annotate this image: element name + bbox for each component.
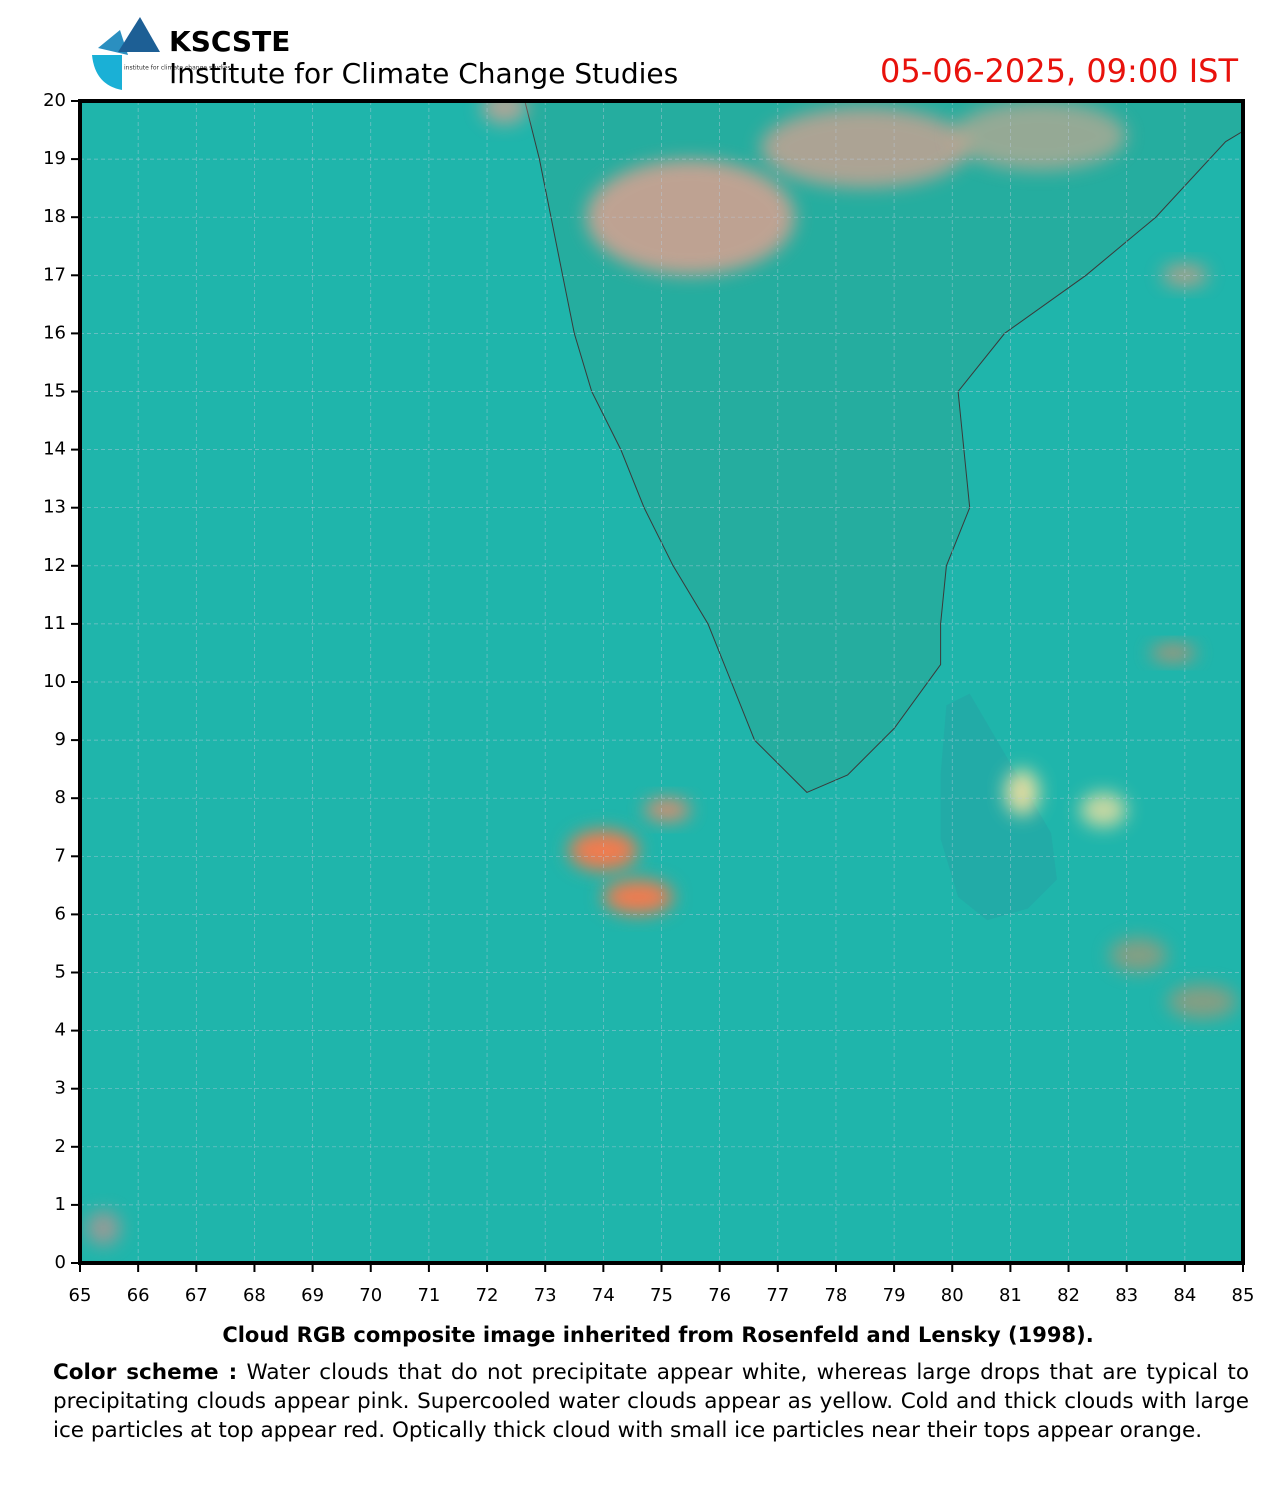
y-tick-label: 9: [55, 729, 66, 750]
caption: Cloud RGB composite image inherited from…: [222, 1323, 1094, 1347]
x-tick-label: 70: [359, 1285, 382, 1306]
x-tick-label: 85: [1232, 1285, 1255, 1306]
cloud: [1004, 769, 1040, 816]
org-name: KSCSTE: [169, 25, 290, 58]
cloud: [481, 101, 528, 125]
y-tick-label: 1: [55, 1194, 66, 1215]
y-tick-label: 5: [55, 962, 66, 983]
institute-name: Institute for Climate Change Studies: [169, 57, 678, 90]
x-tick-label: 74: [592, 1285, 615, 1306]
cloud: [760, 106, 970, 189]
x-tick-label: 77: [766, 1285, 789, 1306]
x-tick-label: 68: [243, 1285, 266, 1306]
y-tick-label: 3: [55, 1078, 66, 1099]
cloud: [1109, 937, 1168, 973]
x-tick-label: 79: [883, 1285, 906, 1306]
y-tick-label: 10: [43, 671, 66, 692]
x-tick-label: 82: [1057, 1285, 1080, 1306]
x-tick-label: 75: [650, 1285, 673, 1306]
x-tick-label: 72: [476, 1285, 499, 1306]
axes: 65 66 67 68 69 70 71 72 73 74 75 76 77 78 79 80 81 82 83 84…: [43, 90, 1254, 1306]
y-tick-label: 17: [43, 264, 66, 285]
map-area: [80, 101, 1243, 1263]
cloud: [1161, 263, 1209, 287]
cloud: [1150, 644, 1197, 662]
y-tick-label: 8: [55, 787, 66, 808]
y-tick-label: 20: [43, 90, 66, 111]
x-tick-label: 84: [1173, 1285, 1196, 1306]
y-tick-label: 18: [43, 206, 66, 227]
plot-frame: [78, 99, 1245, 1265]
x-tick-label: 76: [708, 1285, 731, 1306]
y-tick-label: 13: [43, 497, 66, 518]
y-tick-label: 16: [43, 322, 66, 343]
cloud: [1080, 792, 1127, 828]
color-scheme-label: Color scheme :: [53, 1360, 238, 1385]
color-scheme-text: Water clouds that do not precipitate app…: [53, 1360, 1249, 1443]
x-tick-label: 69: [301, 1285, 324, 1306]
x-tick-label: 80: [941, 1285, 964, 1306]
cloud: [644, 798, 691, 822]
logo: institute for climate change studies: [92, 17, 231, 90]
y-tick-label: 11: [43, 613, 66, 634]
y-tick-label: 4: [55, 1020, 66, 1041]
x-tick-label: 71: [417, 1285, 440, 1306]
cloud: [952, 101, 1127, 171]
y-tick-label: 19: [43, 148, 66, 169]
datetime: 05-06-2025, 09:00 IST: [880, 52, 1238, 90]
y-tick-label: 0: [55, 1252, 66, 1273]
x-tick-label: 83: [1115, 1285, 1138, 1306]
x-tick-label: 67: [185, 1285, 208, 1306]
cloud: [1167, 984, 1238, 1019]
y-tick-label: 7: [55, 845, 66, 866]
x-tick-label: 78: [824, 1285, 847, 1306]
y-tick-label: 2: [55, 1136, 66, 1157]
cloud: [85, 1210, 121, 1246]
y-tick-label: 6: [55, 903, 66, 924]
x-tick-label: 65: [69, 1285, 92, 1306]
logo-text: institute for climate change studies: [124, 65, 231, 72]
x-tick-label: 66: [127, 1285, 150, 1306]
cloud: [603, 879, 674, 915]
x-tick-label: 73: [534, 1285, 557, 1306]
x-tick-label: 81: [999, 1285, 1022, 1306]
y-tick-label: 12: [43, 555, 66, 576]
y-tick-label: 15: [43, 381, 66, 402]
color-scheme: Color scheme : Water clouds that do not …: [53, 1358, 1249, 1445]
map-figure: institute for climate change studies KSC…: [43, 17, 1254, 1306]
landmass: [940, 693, 1057, 921]
y-tick-label: 14: [43, 439, 66, 460]
